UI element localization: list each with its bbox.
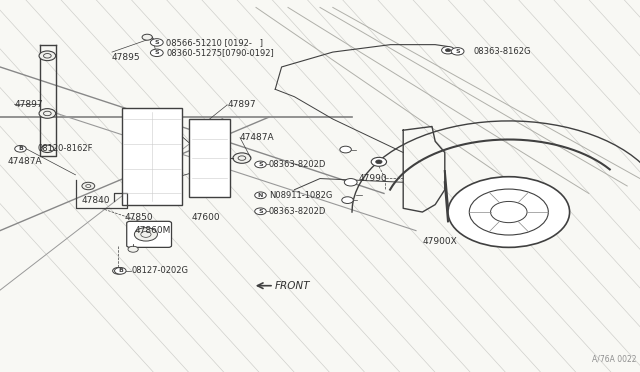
Text: 47840: 47840 (82, 196, 111, 205)
Text: 47850: 47850 (125, 213, 154, 222)
Circle shape (451, 48, 464, 55)
Circle shape (86, 185, 91, 187)
Text: S: S (154, 40, 159, 45)
Text: A/76A 0022: A/76A 0022 (592, 355, 637, 364)
Circle shape (150, 39, 163, 46)
Text: S: S (258, 209, 263, 214)
Circle shape (82, 182, 95, 190)
Circle shape (115, 267, 126, 274)
FancyBboxPatch shape (122, 108, 182, 205)
Circle shape (371, 157, 387, 166)
Circle shape (141, 231, 151, 237)
Circle shape (340, 146, 351, 153)
Text: N08911-1082G: N08911-1082G (269, 191, 332, 200)
Text: FRONT: FRONT (275, 281, 310, 291)
Circle shape (142, 34, 152, 40)
Circle shape (255, 161, 266, 168)
Text: 47900X: 47900X (422, 237, 457, 246)
Text: N: N (258, 193, 263, 198)
Circle shape (233, 153, 251, 163)
Text: 08363-8202D: 08363-8202D (269, 160, 326, 169)
Text: 47897: 47897 (227, 100, 256, 109)
Text: 47990: 47990 (358, 174, 387, 183)
Text: 47897: 47897 (14, 100, 43, 109)
Text: S: S (258, 162, 263, 167)
Circle shape (469, 189, 548, 235)
Text: 08360-51275[0790-0192]: 08360-51275[0790-0192] (166, 48, 274, 57)
Circle shape (344, 179, 357, 186)
Text: 47860M: 47860M (134, 226, 171, 235)
Circle shape (39, 51, 56, 61)
Circle shape (44, 54, 51, 58)
Text: 08363-8202D: 08363-8202D (269, 207, 326, 216)
Circle shape (255, 192, 266, 199)
Circle shape (41, 145, 54, 153)
Circle shape (116, 269, 121, 272)
Circle shape (128, 246, 138, 252)
Text: S: S (154, 50, 159, 55)
Circle shape (15, 145, 26, 152)
Circle shape (448, 177, 570, 247)
Circle shape (445, 49, 451, 52)
FancyBboxPatch shape (127, 221, 172, 247)
Circle shape (44, 111, 51, 116)
Circle shape (238, 156, 246, 160)
Text: B: B (18, 146, 23, 151)
Circle shape (150, 49, 163, 57)
Text: 08120-8162F: 08120-8162F (37, 144, 93, 153)
Circle shape (491, 201, 527, 222)
Text: 08566-51210 [0192-   ]: 08566-51210 [0192- ] (166, 38, 264, 47)
Text: 47487A: 47487A (8, 157, 42, 166)
Circle shape (255, 208, 266, 215)
Text: 08127-0202G: 08127-0202G (131, 266, 188, 275)
Circle shape (376, 160, 382, 164)
Text: 47895: 47895 (112, 53, 141, 62)
Text: S: S (455, 49, 460, 54)
Circle shape (134, 228, 157, 241)
FancyBboxPatch shape (189, 119, 230, 197)
Circle shape (113, 267, 124, 274)
Text: 08363-8162G: 08363-8162G (474, 47, 531, 56)
Circle shape (342, 197, 353, 203)
Circle shape (39, 109, 56, 118)
Text: 47487A: 47487A (240, 133, 275, 142)
Circle shape (442, 46, 454, 54)
Text: B: B (118, 268, 123, 273)
Text: 47600: 47600 (192, 213, 221, 222)
